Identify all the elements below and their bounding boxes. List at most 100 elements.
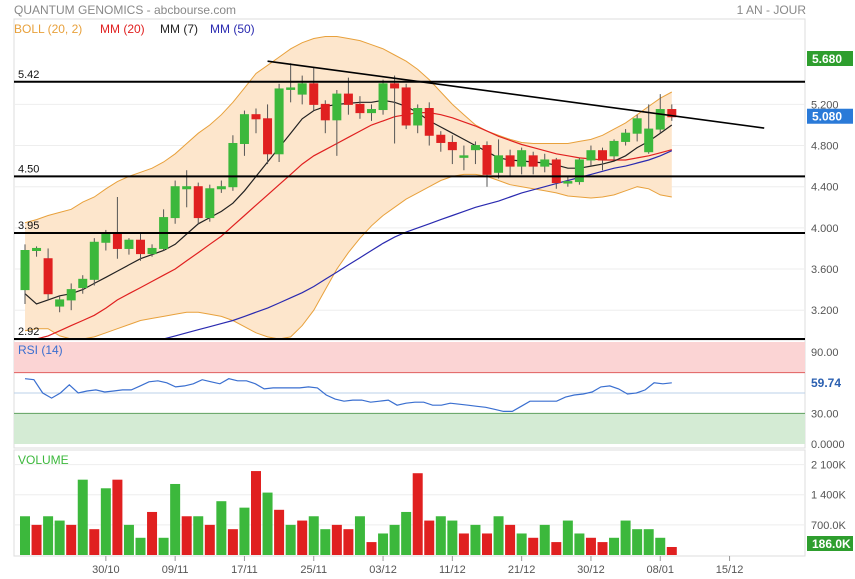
volume-bar-up <box>562 520 573 555</box>
candle-body-up <box>216 186 226 190</box>
x-axis: 30/10 09/11 17/11 25/11 03/12 11/12 21/12 30/12… <box>92 556 743 576</box>
volume-bar-up <box>158 537 169 555</box>
candle <box>320 100 330 134</box>
volume-bars <box>20 471 677 555</box>
candle-body-up <box>147 247 157 255</box>
volume-bar-down <box>585 537 596 555</box>
candle <box>170 180 180 224</box>
candle <box>482 141 492 187</box>
candle <box>528 151 538 175</box>
ma20-line <box>25 111 672 340</box>
volume-last-badge-bg <box>807 536 853 551</box>
candle-body-up <box>89 241 99 280</box>
candle-body-up <box>297 83 307 95</box>
candle-body-down <box>355 103 365 114</box>
legend: BOLL (20, 2) MM (20) MM (7) MM (50) <box>14 22 255 36</box>
volume-bar-up <box>308 516 319 555</box>
chart-title: QUANTUM GENOMICS - abcbourse.com <box>14 3 236 17</box>
x-tick-label: 21/12 <box>508 564 536 576</box>
candle-body-down <box>343 93 353 105</box>
rsi-line <box>24 378 672 412</box>
candle-body-down <box>424 108 434 136</box>
candle <box>632 114 642 142</box>
candle-body-down <box>43 258 53 295</box>
candle-body-up <box>655 109 665 130</box>
last-price-badge: 5.080 <box>807 108 853 124</box>
candle-body-up <box>574 159 584 183</box>
candle-body-up <box>55 299 65 307</box>
candle-body-up <box>66 289 76 301</box>
rsi-zones <box>14 342 805 444</box>
volume-bar-down <box>458 533 469 555</box>
candle <box>505 149 515 177</box>
candle <box>517 147 527 175</box>
bollinger-upper-line <box>24 36 673 224</box>
volume-bar-down <box>412 473 423 555</box>
volume-bar-up <box>620 520 631 555</box>
candle-body-up <box>609 140 619 157</box>
top-price-badge-bg <box>807 51 853 66</box>
candle-body-up <box>621 132 631 142</box>
trend-line-group <box>267 60 765 129</box>
volume-last-label: 186.0K <box>812 537 851 551</box>
volume-bar-down <box>366 542 377 555</box>
volume-bar-up <box>20 516 30 555</box>
candle <box>494 139 504 179</box>
candlesticks <box>20 63 677 313</box>
candle <box>586 145 596 167</box>
candle-body-down <box>667 109 677 118</box>
price-tick-label: 3.200 <box>811 305 839 317</box>
candle-body-down <box>551 159 561 184</box>
candle-body-up <box>32 247 42 252</box>
candle <box>401 83 411 130</box>
volume-bar-down <box>147 511 158 555</box>
volume-bar-up <box>135 537 146 555</box>
volume-bar-down <box>251 471 261 555</box>
price-tick-label: 5.200 <box>811 99 839 111</box>
volume-axis: 2 100K 1 400K 700.0K 186.0K <box>807 460 853 551</box>
volume-bar-up <box>239 507 250 555</box>
candle <box>89 238 99 286</box>
level-label: 2.92 <box>18 326 39 338</box>
candle <box>239 110 249 156</box>
candle <box>378 79 388 115</box>
candle-body-up <box>170 186 180 219</box>
volume-bar-up <box>609 537 620 555</box>
candle-body-down <box>447 141 457 151</box>
candle <box>367 104 376 121</box>
candle <box>66 283 76 311</box>
x-tick-label: 30/12 <box>577 564 605 576</box>
volume-bar-up <box>216 501 227 555</box>
candle <box>598 147 607 171</box>
volume-bar-up <box>170 483 181 555</box>
volume-title: VOLUME <box>18 453 69 467</box>
rsi-tick-label: 30.00 <box>811 408 839 420</box>
candle <box>309 67 319 111</box>
volume-bar-up <box>354 516 365 555</box>
legend-item: MM (20) <box>100 22 145 36</box>
volume-bar-up <box>643 529 654 555</box>
candle-body-down <box>136 239 145 255</box>
volume-bar-up <box>493 516 504 555</box>
price-tick-label: 4.400 <box>811 182 839 194</box>
candle <box>274 83 284 163</box>
candle <box>447 135 457 165</box>
candle-body-down <box>251 114 261 120</box>
rsi-tick-label: 0.0000 <box>811 439 845 451</box>
candle-body-up <box>274 88 284 155</box>
price-tick-label: 4.000 <box>811 223 839 235</box>
candle <box>286 63 296 103</box>
legend-item: MM (7) <box>160 22 198 36</box>
rsi-overbought-zone <box>14 342 805 373</box>
volume-bar-down <box>424 520 435 555</box>
candle <box>667 104 677 121</box>
candle <box>332 89 342 156</box>
trend-line <box>267 60 765 129</box>
candle-body-down <box>112 233 122 249</box>
candle-body-down <box>505 155 515 167</box>
candle <box>413 104 423 134</box>
rsi-oversold-zone <box>14 413 805 444</box>
